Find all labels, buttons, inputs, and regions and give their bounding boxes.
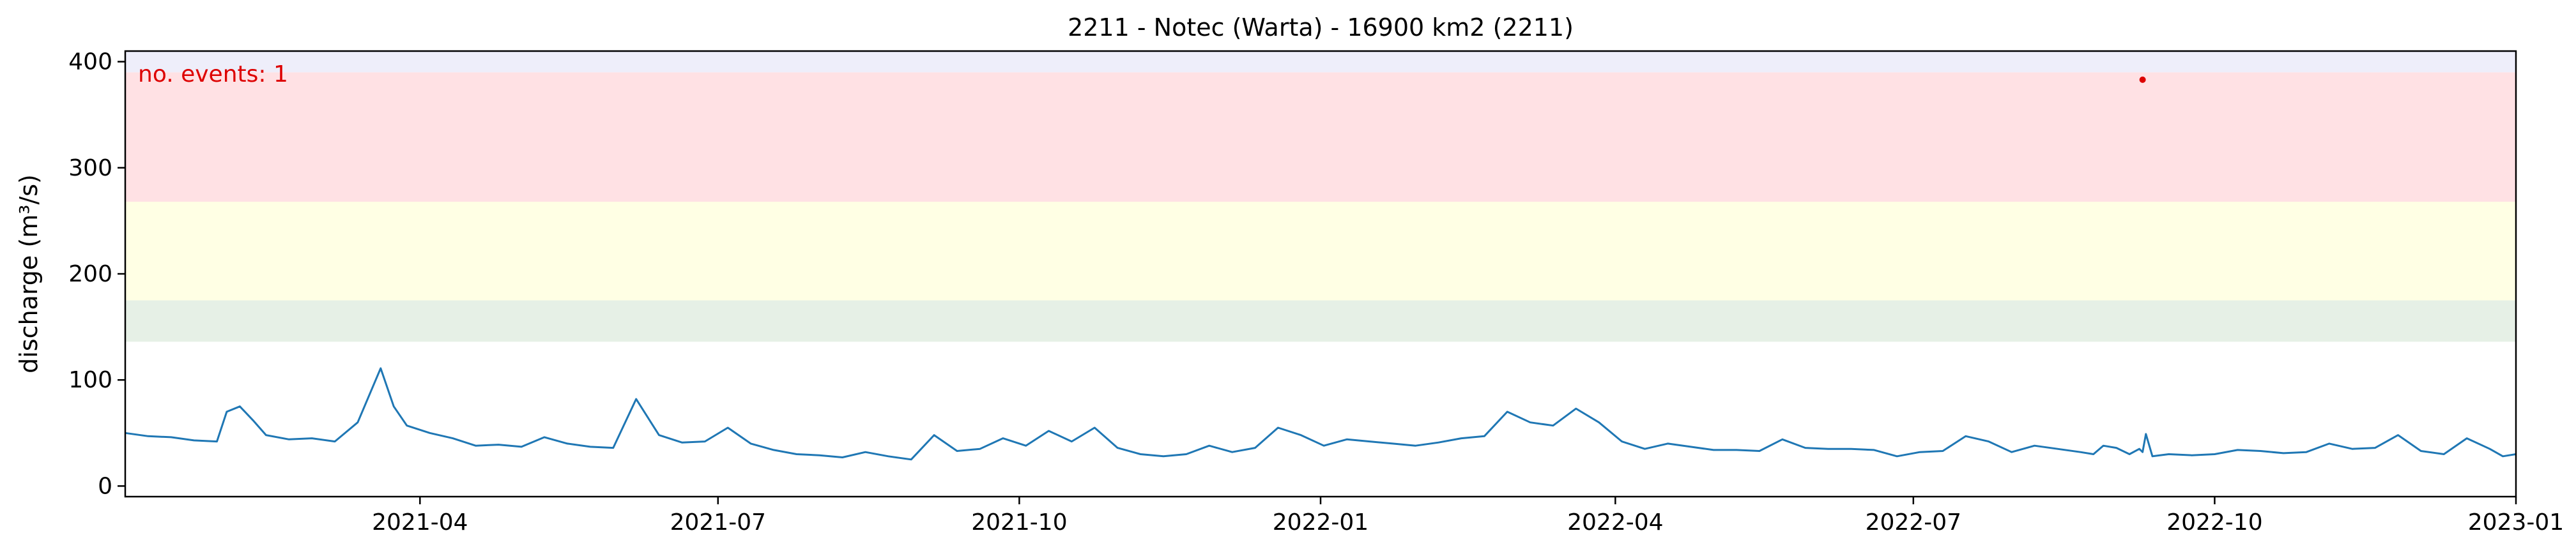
y-tick-label: 200 <box>68 261 112 287</box>
peak-marker <box>2139 76 2146 83</box>
x-tick-label: 2022-04 <box>1567 509 1663 536</box>
threshold-band-3 <box>125 72 2516 202</box>
y-tick-label: 400 <box>68 49 112 75</box>
events-annotation: no. events: 1 <box>138 61 288 87</box>
x-tick-label: 2023-01 <box>2468 509 2564 536</box>
x-tick-label: 2021-10 <box>971 509 1067 536</box>
y-tick-label: 100 <box>68 367 112 393</box>
y-axis-ticks: 0 100 200 300 400 <box>68 49 125 499</box>
threshold-bands <box>125 51 2516 342</box>
x-tick-label: 2022-01 <box>1273 509 1368 536</box>
y-axis-label: discharge (m³/s) <box>15 174 43 373</box>
threshold-band-1 <box>125 300 2516 342</box>
x-tick-label: 2022-10 <box>2166 509 2262 536</box>
x-axis-ticks: 2021-04 2021-07 2021-10 2022-01 2022-04 2022-… <box>372 497 2564 536</box>
x-tick-label: 2022-07 <box>1866 509 1961 536</box>
discharge-series-line <box>125 367 2517 461</box>
threshold-band-2 <box>125 201 2516 301</box>
x-tick-label: 2021-04 <box>372 509 468 536</box>
y-tick-label: 0 <box>98 473 112 499</box>
y-tick-label: 300 <box>68 155 112 181</box>
threshold-band-4 <box>125 51 2516 73</box>
plot-frame <box>124 50 2517 498</box>
x-tick-label: 2021-07 <box>670 509 766 536</box>
chart-title: 2211 - Notec (Warta) - 16900 km2 (2211) <box>1068 13 1574 41</box>
